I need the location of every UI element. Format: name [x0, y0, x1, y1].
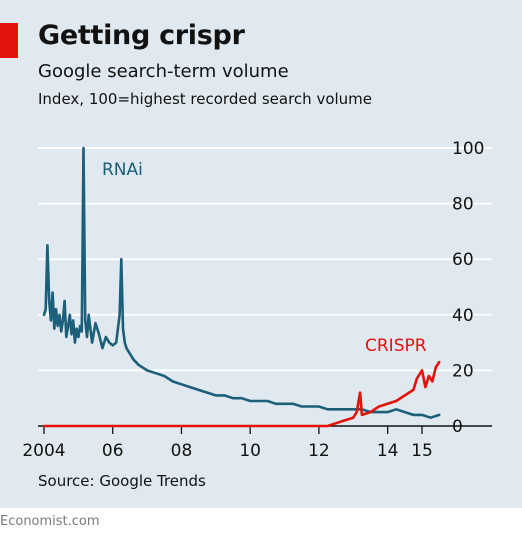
y-axis-tick-labels: 100 80 60 40 20 0: [452, 139, 484, 437]
y-tick-label: 100: [452, 139, 484, 159]
brand-footer: Economist.com: [0, 514, 100, 529]
series-line-rnai: [42, 146, 441, 420]
y-tick-label: 80: [452, 195, 474, 215]
chart-unit-note: Index, 100=highest recorded search volum…: [38, 90, 373, 108]
source-note: Source: Google Trends: [38, 472, 206, 490]
line-chart: 100 80 60 40 20 0 2004 06 08 10 12 14 15 RNAi CRISPR: [22, 139, 492, 461]
y-tick-label: 60: [452, 250, 474, 270]
x-axis-ticks: 2004 06 08 10 12 14 15: [22, 426, 433, 461]
x-tick-label: 08: [171, 441, 193, 461]
series-lines: [42, 146, 441, 428]
series-labels: RNAi CRISPR: [102, 160, 427, 356]
series-label-crispr: CRISPR: [365, 336, 427, 356]
x-tick-label: 06: [102, 441, 124, 461]
x-tick-label: 10: [239, 441, 261, 461]
y-tick-label: 20: [452, 361, 474, 381]
x-tick-label: 14: [377, 441, 399, 461]
y-tick-label: 40: [452, 306, 474, 326]
series-label-rnai: RNAi: [102, 160, 143, 180]
chart-subtitle: Google search-term volume: [38, 61, 289, 82]
series-line-crispr: [42, 360, 441, 428]
x-tick-label: 15: [411, 441, 433, 461]
chart-panel: [0, 0, 522, 508]
x-tick-label: 12: [308, 441, 330, 461]
brand-red-tag: [0, 23, 18, 58]
chart-title: Getting crispr: [38, 20, 245, 51]
y-tick-label: 0: [452, 417, 463, 437]
x-tick-label: 2004: [22, 441, 65, 461]
